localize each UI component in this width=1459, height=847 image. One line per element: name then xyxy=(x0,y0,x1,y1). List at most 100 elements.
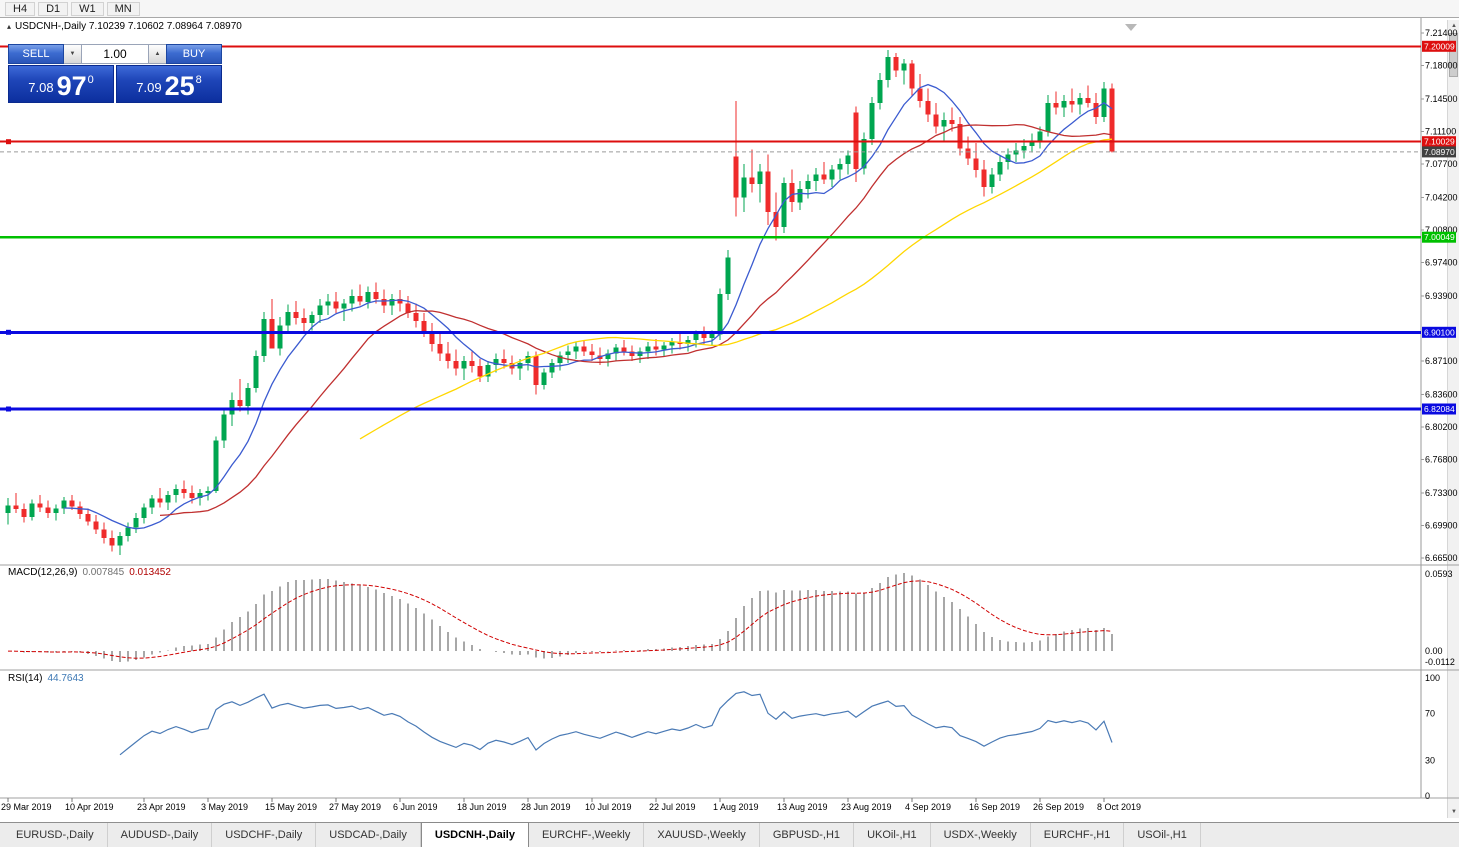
timeframe-button-w1[interactable]: W1 xyxy=(71,1,104,16)
svg-text:15 May 2019: 15 May 2019 xyxy=(265,802,317,812)
chart-tab-bar: EURUSD-,Daily AUDUSD-,Daily USDCHF-,Daily U… xyxy=(0,822,1459,847)
collapse-panel-icon[interactable]: ▴ xyxy=(7,22,12,31)
chart-tab-usdx-weekly[interactable]: USDX-,Weekly xyxy=(931,823,1031,847)
chart-frame xyxy=(0,18,1459,799)
svg-text:16 Sep 2019: 16 Sep 2019 xyxy=(969,802,1020,812)
svg-text:3 May 2019: 3 May 2019 xyxy=(201,802,248,812)
chart-tab-usdchf-daily[interactable]: USDCHF-,Daily xyxy=(212,823,317,847)
date-axis: 29 Mar 2019 10 Apr 2019 23 Apr 2019 3 May 2… xyxy=(1,798,1141,812)
svg-text:0: 0 xyxy=(1425,791,1430,801)
macd-indicator-label: MACD(12,26,9) 0.007845 0.013452 xyxy=(8,567,171,578)
macd-value-signal: 0.013452 xyxy=(129,567,171,578)
svg-text:6.66500: 6.66500 xyxy=(1425,553,1458,563)
sell-price-big: 7.08 xyxy=(28,80,54,95)
svg-text:70: 70 xyxy=(1425,708,1435,718)
chart-tab-xauusd-weekly[interactable]: XAUUSD-,Weekly xyxy=(644,823,760,847)
svg-text:22 Jul 2019: 22 Jul 2019 xyxy=(649,802,696,812)
price-badge-6.82084: 6.82084 xyxy=(1422,403,1456,415)
hline-handle-6.82084[interactable] xyxy=(6,406,11,412)
price-badge-7.08970: 7.08970 xyxy=(1422,146,1456,158)
timeframe-button-h4[interactable]: H4 xyxy=(5,1,36,16)
ma-45-line xyxy=(359,138,1113,440)
svg-text:7.00049: 7.00049 xyxy=(1424,232,1455,242)
vertical-scrollbar[interactable]: ▲ ▼ xyxy=(1447,20,1459,818)
svg-text:7.21400: 7.21400 xyxy=(1425,28,1458,38)
svg-text:7.10029: 7.10029 xyxy=(1424,137,1455,147)
volume-input[interactable]: 1.00 xyxy=(81,44,149,64)
one-click-trading-widget: SELL ▼ 1.00 ▲ BUY 7.08 97 0 7.09 25 8 xyxy=(8,44,222,103)
svg-text:7.00800: 7.00800 xyxy=(1425,225,1458,235)
price-badge-6.90100: 6.90100 xyxy=(1422,326,1456,338)
macd-title: MACD(12,26,9) xyxy=(8,567,78,578)
svg-text:6.87100: 6.87100 xyxy=(1425,356,1458,366)
svg-text:6.93900: 6.93900 xyxy=(1425,291,1458,301)
price-badge-7.10029: 7.10029 xyxy=(1422,136,1456,148)
svg-text:26 Sep 2019: 26 Sep 2019 xyxy=(1033,802,1084,812)
chart-tab-usdcad-daily[interactable]: USDCAD-,Daily xyxy=(316,823,421,847)
chart-tab-eurusd-daily[interactable]: EURUSD-,Daily xyxy=(3,823,108,847)
timeframe-button-d1[interactable]: D1 xyxy=(38,1,69,16)
svg-text:6.80200: 6.80200 xyxy=(1425,422,1458,432)
chart-tab-eurchf-weekly[interactable]: EURCHF-,Weekly xyxy=(529,823,645,847)
rsi-indicator-label: RSI(14) 44.7643 xyxy=(8,673,84,684)
svg-text:0.00: 0.00 xyxy=(1425,646,1443,656)
rsi-value: 44.7643 xyxy=(47,673,84,684)
chart-shift-marker[interactable] xyxy=(1125,24,1137,31)
chart-canvas: 7.21400 7.18000 7.14500 7.11100 7.07700 7.042… xyxy=(0,18,1459,812)
svg-text:10 Apr 2019: 10 Apr 2019 xyxy=(65,802,114,812)
ma-20-line xyxy=(159,123,1113,517)
svg-text:8 Oct 2019: 8 Oct 2019 xyxy=(1097,802,1141,812)
chart-tab-gbpusd-h1[interactable]: GBPUSD-,H1 xyxy=(760,823,855,847)
scroll-down-icon[interactable]: ▼ xyxy=(1451,809,1457,815)
buy-price-sup: 8 xyxy=(195,74,202,86)
volume-increase-icon[interactable]: ▲ xyxy=(149,44,166,64)
timeframe-button-mn[interactable]: MN xyxy=(106,1,140,16)
hline-handle-6.90100[interactable] xyxy=(6,329,11,335)
timeframe-toolbar: H4 D1 W1 MN xyxy=(0,0,1459,18)
chart-tab-audusd-daily[interactable]: AUDUSD-,Daily xyxy=(108,823,213,847)
macd-value-main: 0.007845 xyxy=(82,567,125,578)
macd-axis: 0.0593 0.00-0.0112 xyxy=(1425,569,1455,667)
chart-tab-ukoil-h1[interactable]: UKOil-,H1 xyxy=(854,823,931,847)
scroll-up-icon[interactable]: ▲ xyxy=(1451,23,1457,29)
volume-decrease-icon[interactable]: ▼ xyxy=(64,44,81,64)
svg-text:4 Sep 2019: 4 Sep 2019 xyxy=(905,802,951,812)
rsi-axis: 100 70 30 0 xyxy=(1425,673,1440,801)
sell-price-pips: 97 xyxy=(56,71,87,101)
sell-button[interactable]: SELL xyxy=(8,44,64,64)
svg-text:100: 100 xyxy=(1425,673,1440,683)
scrollbar-thumb[interactable] xyxy=(1449,33,1458,77)
rsi-title: RSI(14) xyxy=(8,673,43,684)
svg-text:30: 30 xyxy=(1425,756,1435,766)
svg-text:7.04200: 7.04200 xyxy=(1425,192,1458,202)
buy-price-pips: 25 xyxy=(164,71,195,101)
macd-signal-line xyxy=(7,580,1113,659)
buy-price-panel[interactable]: 7.09 25 8 xyxy=(116,65,222,103)
price-badge-7.20009: 7.20009 xyxy=(1422,40,1456,52)
svg-text:-0.0112: -0.0112 xyxy=(1425,657,1455,667)
svg-text:6.90100: 6.90100 xyxy=(1424,327,1455,337)
svg-text:23 Aug 2019: 23 Aug 2019 xyxy=(841,802,892,812)
hline-handle-7.10029[interactable] xyxy=(6,139,11,145)
chart-symbol-label: USDCNH-,Daily xyxy=(15,21,87,32)
chart-window: ▲ ▼ 7.21400 7.18000 7.14500 7.11100 7.07700 7… xyxy=(0,18,1459,822)
chart-tab-usdcnh-daily[interactable]: USDCNH-,Daily xyxy=(420,822,529,847)
svg-text:27 May 2019: 27 May 2019 xyxy=(329,802,381,812)
svg-text:18 Jun 2019: 18 Jun 2019 xyxy=(457,802,507,812)
price-badge-7.00049: 7.00049 xyxy=(1422,231,1456,243)
svg-text:7.08970: 7.08970 xyxy=(1424,147,1455,157)
chart-tab-usoil-h1[interactable]: USOil-,H1 xyxy=(1124,823,1201,847)
svg-text:7.07700: 7.07700 xyxy=(1425,159,1458,169)
chart-tab-eurchf-h1[interactable]: EURCHF-,H1 xyxy=(1031,823,1125,847)
sell-price-sup: 0 xyxy=(87,74,94,86)
svg-text:6.97400: 6.97400 xyxy=(1425,258,1458,268)
svg-text:7.14500: 7.14500 xyxy=(1425,94,1458,104)
svg-text:1 Aug 2019: 1 Aug 2019 xyxy=(713,802,759,812)
svg-text:6.69900: 6.69900 xyxy=(1425,520,1458,530)
macd-histogram xyxy=(15,573,1113,662)
sell-price-panel[interactable]: 7.08 97 0 xyxy=(8,65,114,103)
chart-title: ▴ USDCNH-,Daily 7.10239 7.10602 7.08964 7… xyxy=(7,21,242,32)
svg-text:28 Jun 2019: 28 Jun 2019 xyxy=(521,802,571,812)
price-axis: 7.21400 7.18000 7.14500 7.11100 7.07700 7.042… xyxy=(1421,28,1458,563)
buy-button[interactable]: BUY xyxy=(166,44,222,64)
